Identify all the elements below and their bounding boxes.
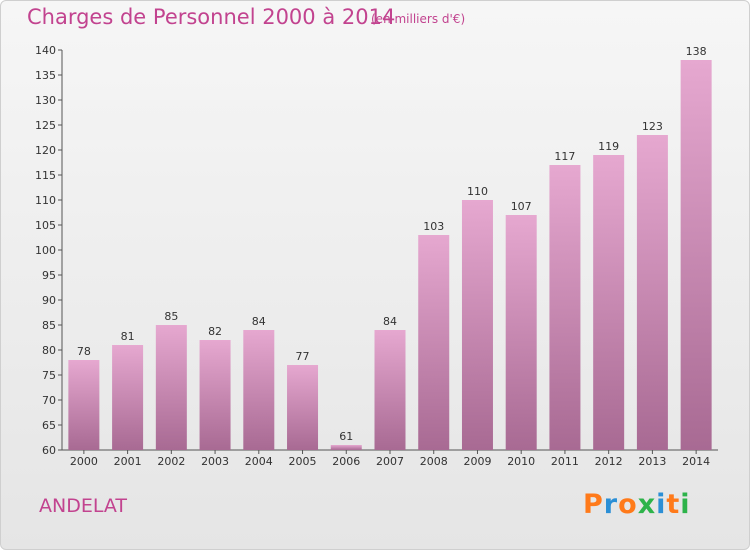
bars	[68, 60, 712, 450]
bar-2004	[243, 330, 275, 450]
y-tick-label: 125	[35, 119, 56, 132]
data-label-2012: 119	[598, 140, 619, 153]
y-tick-label: 65	[42, 419, 56, 432]
x-tick-label: 2012	[595, 455, 623, 468]
y-tick-label: 140	[35, 44, 56, 57]
logo-letter: i	[680, 489, 691, 520]
data-label-2009: 110	[467, 185, 488, 198]
x-tick-label: 2003	[201, 455, 229, 468]
data-label-2005: 77	[296, 350, 310, 363]
y-tick-label: 85	[42, 319, 56, 332]
y-tick-label: 115	[35, 169, 56, 182]
data-label-2010: 107	[511, 200, 532, 213]
bar-2002	[155, 325, 187, 450]
data-label-2014: 138	[686, 45, 707, 58]
x-tick-label: 2000	[70, 455, 98, 468]
bar-2000	[68, 360, 100, 450]
chart-title: Charges de Personnel 2000 à 2014	[27, 5, 396, 29]
data-label-2001: 81	[121, 330, 135, 343]
commune-name: ANDELAT	[39, 495, 127, 517]
x-tick-label: 2009	[463, 455, 491, 468]
x-tick-label: 2013	[638, 455, 666, 468]
x-tick-label: 2004	[245, 455, 273, 468]
logo-letter: x	[637, 489, 657, 520]
x-tick-label: 2001	[114, 455, 142, 468]
x-tick-label: 2011	[551, 455, 579, 468]
bar-2012	[593, 155, 625, 450]
data-label-2006: 61	[339, 430, 353, 443]
y-tick-label: 135	[35, 69, 56, 82]
unit-note: (en milliers d'€)	[371, 12, 466, 26]
proxiti-logo: Proxiti	[583, 489, 691, 520]
bar-2009	[461, 200, 493, 450]
bar-2010	[505, 215, 537, 450]
data-labels: 78 81 85 82 84 77 61 84 103 110 107 117 119 123 138	[77, 45, 707, 443]
data-label-2000: 78	[77, 345, 91, 358]
bar-2006	[330, 445, 362, 450]
x-tick-label: 2010	[507, 455, 535, 468]
y-tick-label: 80	[42, 344, 56, 357]
data-label-2008: 103	[423, 220, 444, 233]
data-label-2013: 123	[642, 120, 663, 133]
bar-2014	[680, 60, 712, 450]
y-tick-label: 105	[35, 219, 56, 232]
logo-letter: i	[656, 489, 667, 520]
bar-2001	[112, 345, 144, 450]
data-label-2007: 84	[383, 315, 397, 328]
y-tick-label: 95	[42, 269, 56, 282]
x-tick-label: 2005	[289, 455, 317, 468]
logo-letter: r	[603, 489, 619, 520]
x-tick-label: 2006	[332, 455, 360, 468]
y-tick-label: 110	[35, 194, 56, 207]
y-tick-label: 70	[42, 394, 56, 407]
logo-letter: P	[583, 489, 604, 520]
y-tick-label: 100	[35, 244, 56, 257]
bar-2008	[418, 235, 450, 450]
x-tick-label: 2008	[420, 455, 448, 468]
data-label-2011: 117	[554, 150, 575, 163]
logo-letter: o	[618, 489, 638, 520]
y-tick-label: 60	[42, 444, 56, 457]
bar-2011	[549, 165, 581, 450]
bar-2013	[636, 135, 668, 450]
y-tick-label: 75	[42, 369, 56, 382]
x-tick-label: 2007	[376, 455, 404, 468]
y-tick-label: 90	[42, 294, 56, 307]
data-label-2002: 85	[164, 310, 178, 323]
bar-2007	[374, 330, 406, 450]
y-tick-label: 130	[35, 94, 56, 107]
data-label-2004: 84	[252, 315, 266, 328]
y-tick-label: 120	[35, 144, 56, 157]
bar-2003	[199, 340, 231, 450]
x-tick-label: 2014	[682, 455, 710, 468]
axes: 60 65 70 75 80 85 90 95 100 105 110 115 120 125 130 135…	[35, 44, 718, 468]
logo-letter: t	[666, 489, 681, 520]
bar-2005	[287, 365, 319, 450]
x-tick-label: 2002	[157, 455, 185, 468]
data-label-2003: 82	[208, 325, 222, 338]
